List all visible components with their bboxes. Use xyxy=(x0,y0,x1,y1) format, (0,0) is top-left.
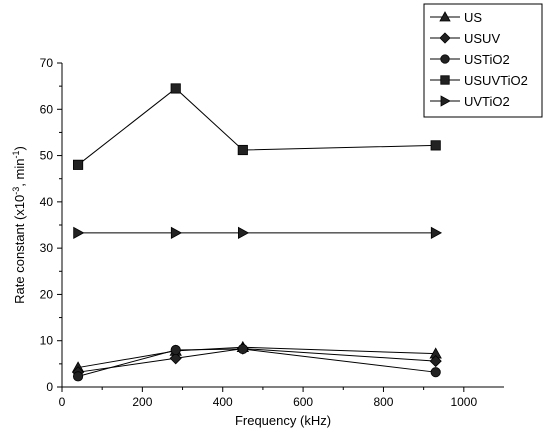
legend-label: USTiO2 xyxy=(464,52,510,67)
y-tick-label: 0 xyxy=(46,380,53,394)
y-tick-label: 10 xyxy=(40,334,54,348)
data-point xyxy=(170,83,181,94)
series-ustio2 xyxy=(72,343,441,382)
x-tick-label: 1000 xyxy=(450,395,477,409)
y-axis-title-sup2: -1 xyxy=(11,151,21,159)
legend-item: USTiO2 xyxy=(430,52,510,67)
legend: US USUV USTiO2 USUVTiO2 UVTiO2 xyxy=(423,3,543,118)
y-axis-title-part1: Rate constant (x10 xyxy=(12,195,27,304)
series-layer xyxy=(71,83,443,382)
data-point xyxy=(169,352,182,365)
y-axis-title-part2: , min xyxy=(12,159,27,187)
legend-marker xyxy=(439,32,451,44)
data-point xyxy=(237,144,248,156)
series-line xyxy=(77,87,436,166)
legend-item: USUV xyxy=(430,31,500,46)
y-tick-label: 50 xyxy=(40,149,54,163)
y-axis-title: Rate constant (x10-3, min-1) xyxy=(11,146,27,304)
legend-marker xyxy=(440,54,450,64)
series-uvtio2 xyxy=(73,226,443,240)
x-tick-label: 800 xyxy=(373,395,393,409)
legend-marker xyxy=(440,95,451,107)
series-line xyxy=(77,348,436,377)
legend-label: UVTiO2 xyxy=(464,94,510,109)
legend-label: US xyxy=(464,10,482,25)
data-point xyxy=(430,367,441,378)
legend-item: UVTiO2 xyxy=(430,94,510,109)
data-point xyxy=(430,226,443,240)
y-tick-label: 60 xyxy=(40,102,54,116)
data-point xyxy=(429,355,442,368)
legend-item: US xyxy=(430,10,482,25)
legend-label: USUVTiO2 xyxy=(464,73,528,88)
y-axis-title-sup1: -3 xyxy=(11,187,21,195)
data-point xyxy=(72,159,84,170)
legend-item: USUVTiO2 xyxy=(430,73,528,88)
x-tick-label: 0 xyxy=(59,395,66,409)
data-point xyxy=(73,226,85,240)
y-tick-label: 40 xyxy=(40,195,54,209)
y-axis-title-part3: ) xyxy=(12,146,27,150)
legend-marker xyxy=(440,75,450,85)
series-usuvtio2 xyxy=(72,83,441,170)
data-point xyxy=(237,343,248,355)
legend-marker xyxy=(439,11,451,22)
x-tick-label: 200 xyxy=(132,395,152,409)
y-tick-label: 20 xyxy=(40,287,54,301)
series-usuv xyxy=(72,342,442,379)
series-us xyxy=(71,340,442,373)
data-point xyxy=(170,226,183,240)
data-point xyxy=(170,344,181,356)
x-tick-label: 600 xyxy=(293,395,313,409)
y-tick-label: 30 xyxy=(40,241,54,255)
series-line xyxy=(78,348,436,373)
legend-label: USUV xyxy=(464,31,500,46)
axes: 0 200 400 600 800 1000 0 10 20 30 40 50 60 70 xyxy=(40,56,504,409)
data-point xyxy=(72,371,84,382)
x-tick-label: 400 xyxy=(213,395,233,409)
x-axis-title: Frequency (kHz) xyxy=(235,413,331,428)
data-point xyxy=(430,140,441,151)
data-point xyxy=(238,226,250,240)
y-tick-label: 70 xyxy=(40,56,54,70)
